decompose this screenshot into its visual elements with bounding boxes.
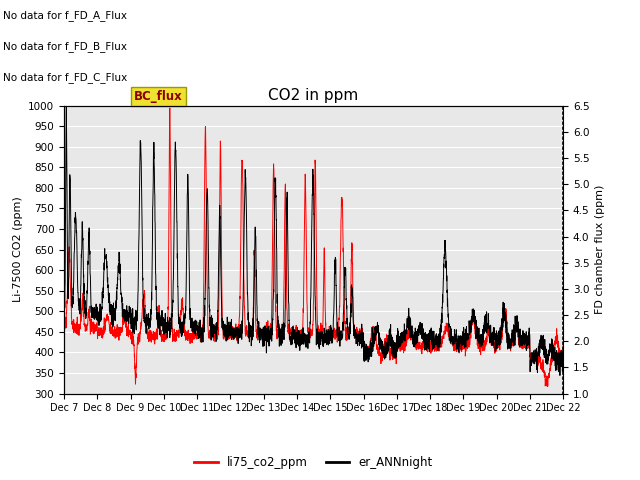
Text: No data for f_FD_C_Flux: No data for f_FD_C_Flux [3, 72, 127, 83]
Title: CO2 in ppm: CO2 in ppm [268, 88, 359, 103]
Text: BC_flux: BC_flux [134, 90, 182, 103]
Text: No data for f_FD_B_Flux: No data for f_FD_B_Flux [3, 41, 127, 52]
Text: No data for f_FD_A_Flux: No data for f_FD_A_Flux [3, 10, 127, 21]
Legend: li75_co2_ppm, er_ANNnight: li75_co2_ppm, er_ANNnight [189, 452, 438, 474]
Y-axis label: FD chamber flux (ppm): FD chamber flux (ppm) [595, 185, 605, 314]
Y-axis label: Li-7500 CO2 (ppm): Li-7500 CO2 (ppm) [13, 197, 22, 302]
